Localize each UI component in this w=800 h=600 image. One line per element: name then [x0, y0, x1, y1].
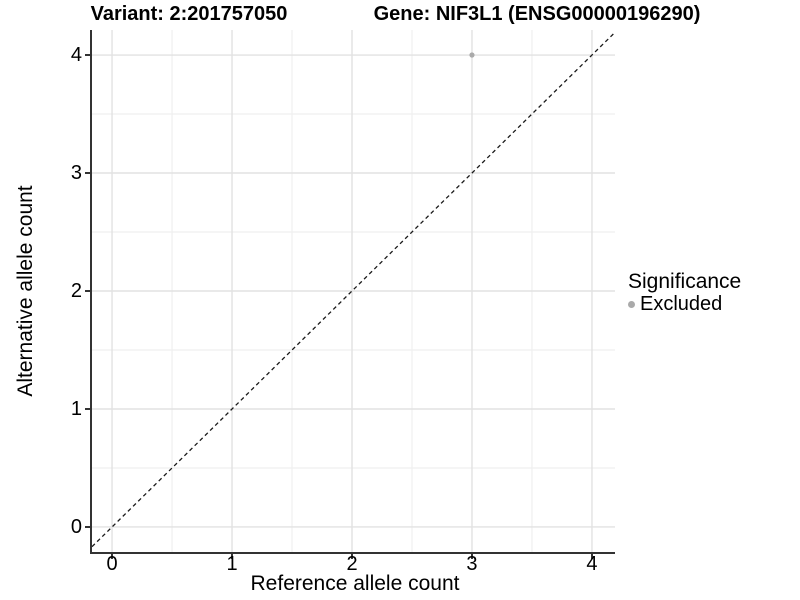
legend-item-excluded: Excluded	[628, 294, 741, 315]
legend-key-dot-icon	[628, 301, 635, 308]
legend-item-label: Excluded	[640, 293, 723, 315]
x-tick-mark	[590, 554, 593, 559]
x-tick-label: 4	[586, 553, 598, 575]
y-tick-label: 3	[70, 162, 82, 184]
x-tick-label: 1	[226, 553, 238, 575]
plot-panel	[90, 30, 615, 554]
gene-title: Gene: NIF3L1 (ENSG00000196290)	[373, 3, 701, 25]
legend: Significance Excluded	[628, 271, 741, 315]
x-tick-mark	[351, 554, 353, 559]
y-tick-label: 4	[70, 44, 82, 66]
x-tick-label: 0	[106, 553, 118, 575]
x-axis-title: Reference allele count	[250, 572, 460, 595]
legend-items: Excluded	[628, 294, 741, 315]
y-tick-mark	[85, 290, 90, 292]
legend-title: Significance	[628, 270, 742, 293]
identity-dashed-line	[92, 31, 615, 548]
x-tick-label: 3	[466, 553, 478, 575]
variant-title: Variant: 2:201757050	[90, 3, 288, 25]
x-tick-mark	[231, 554, 234, 559]
y-tick-mark	[85, 407, 90, 410]
y-tick-mark	[85, 172, 90, 174]
y-tick-mark	[85, 525, 90, 528]
plot-canvas	[92, 30, 615, 552]
x-tick-mark	[111, 554, 114, 559]
y-tick-label: 0	[70, 515, 82, 538]
y-tick-mark	[85, 54, 90, 56]
x-tick-label: 2	[346, 553, 358, 575]
data-point-excluded	[469, 52, 475, 58]
y-tick-label: 1	[70, 397, 82, 420]
x-tick-mark	[470, 554, 473, 559]
y-tick-label: 2	[70, 280, 82, 302]
